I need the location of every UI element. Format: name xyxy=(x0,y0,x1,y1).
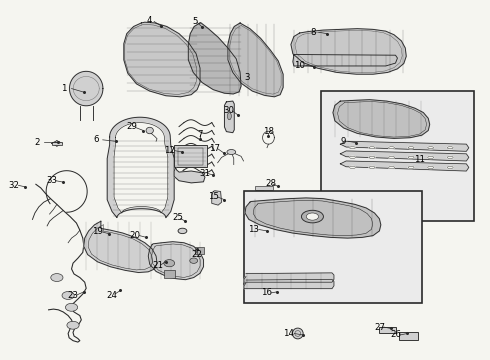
Ellipse shape xyxy=(369,147,375,149)
Text: 5: 5 xyxy=(193,17,198,26)
Bar xyxy=(164,270,175,278)
Ellipse shape xyxy=(190,258,197,264)
Ellipse shape xyxy=(389,147,394,149)
Ellipse shape xyxy=(349,156,355,158)
Text: 16: 16 xyxy=(262,288,272,297)
Ellipse shape xyxy=(389,166,394,168)
Text: 26: 26 xyxy=(390,330,401,339)
Text: 12: 12 xyxy=(164,146,175,155)
Bar xyxy=(195,247,204,253)
Polygon shape xyxy=(340,141,469,151)
Ellipse shape xyxy=(408,156,414,158)
Polygon shape xyxy=(224,101,234,133)
Ellipse shape xyxy=(349,147,355,149)
Text: 3: 3 xyxy=(245,73,250,82)
Bar xyxy=(379,327,396,333)
Polygon shape xyxy=(245,198,381,238)
Polygon shape xyxy=(70,71,103,106)
Polygon shape xyxy=(228,23,283,97)
Text: 18: 18 xyxy=(263,127,274,136)
Text: 32: 32 xyxy=(9,181,20,190)
Polygon shape xyxy=(340,161,469,171)
Polygon shape xyxy=(244,279,334,289)
Text: 20: 20 xyxy=(129,231,141,240)
Ellipse shape xyxy=(428,166,434,168)
Text: 23: 23 xyxy=(68,291,78,300)
Text: 17: 17 xyxy=(209,144,220,153)
Ellipse shape xyxy=(227,113,231,120)
Bar xyxy=(255,186,273,190)
Text: 4: 4 xyxy=(147,16,152,25)
Ellipse shape xyxy=(146,127,153,134)
Ellipse shape xyxy=(408,147,414,149)
Polygon shape xyxy=(333,100,430,138)
Polygon shape xyxy=(293,54,397,66)
Ellipse shape xyxy=(349,166,355,168)
Ellipse shape xyxy=(51,274,63,282)
Text: 30: 30 xyxy=(224,105,235,114)
Polygon shape xyxy=(84,221,157,273)
Bar xyxy=(256,190,263,194)
Polygon shape xyxy=(212,191,221,205)
Text: 13: 13 xyxy=(248,225,259,234)
Text: 29: 29 xyxy=(126,122,137,131)
Ellipse shape xyxy=(447,166,453,168)
Ellipse shape xyxy=(369,156,375,158)
Ellipse shape xyxy=(447,147,453,149)
Ellipse shape xyxy=(293,328,303,339)
Polygon shape xyxy=(124,22,200,97)
Ellipse shape xyxy=(369,166,375,168)
Ellipse shape xyxy=(227,149,236,154)
Ellipse shape xyxy=(66,303,77,311)
Text: 2: 2 xyxy=(35,138,40,147)
Bar xyxy=(174,145,207,167)
Text: 28: 28 xyxy=(265,179,276,188)
Ellipse shape xyxy=(408,166,414,168)
Ellipse shape xyxy=(67,321,79,329)
Bar xyxy=(52,142,62,145)
Ellipse shape xyxy=(428,156,434,158)
Polygon shape xyxy=(291,29,406,74)
Text: 8: 8 xyxy=(311,28,316,37)
Text: 1: 1 xyxy=(61,84,67,93)
Text: 7: 7 xyxy=(197,130,203,139)
Bar xyxy=(399,332,418,339)
Text: 24: 24 xyxy=(107,291,118,300)
Polygon shape xyxy=(107,117,174,218)
Polygon shape xyxy=(188,23,241,94)
Bar xyxy=(178,148,203,165)
Polygon shape xyxy=(340,151,469,161)
Text: 22: 22 xyxy=(192,250,203,259)
Text: 14: 14 xyxy=(284,329,294,338)
Text: 6: 6 xyxy=(93,135,98,144)
Text: 27: 27 xyxy=(374,323,385,332)
Ellipse shape xyxy=(428,147,434,149)
Text: 10: 10 xyxy=(294,61,305,70)
Ellipse shape xyxy=(447,156,453,158)
Text: 21: 21 xyxy=(152,261,164,270)
Text: 19: 19 xyxy=(92,228,103,237)
Text: 31: 31 xyxy=(199,169,210,178)
Polygon shape xyxy=(114,123,168,213)
Text: 25: 25 xyxy=(172,213,183,222)
Text: 11: 11 xyxy=(415,155,425,164)
Ellipse shape xyxy=(306,213,318,220)
Bar xyxy=(244,192,422,303)
Polygon shape xyxy=(244,273,334,282)
Text: 9: 9 xyxy=(340,137,345,146)
Text: 15: 15 xyxy=(208,192,219,201)
Ellipse shape xyxy=(389,156,394,158)
Ellipse shape xyxy=(178,228,187,234)
Polygon shape xyxy=(174,167,205,183)
Text: 33: 33 xyxy=(47,176,57,185)
Polygon shape xyxy=(148,242,203,280)
Ellipse shape xyxy=(62,292,74,300)
Ellipse shape xyxy=(301,210,323,223)
Bar xyxy=(321,91,474,221)
Ellipse shape xyxy=(164,260,174,267)
